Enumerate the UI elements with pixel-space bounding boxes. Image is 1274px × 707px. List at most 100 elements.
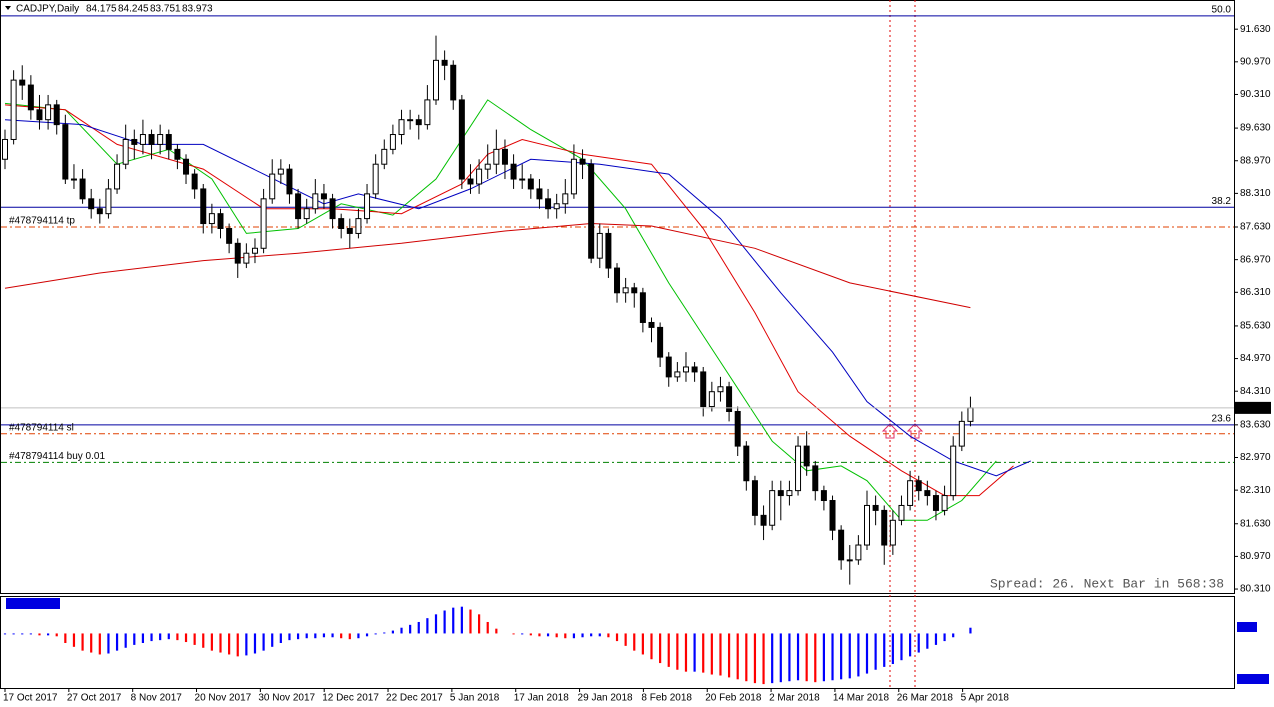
candle-body <box>208 213 215 225</box>
candle-body <box>769 490 776 526</box>
fib-label: 50.0 <box>1212 4 1232 15</box>
candle-body <box>277 168 284 175</box>
candle-body <box>234 242 241 264</box>
y-tick-label: 85.630 <box>1240 321 1271 332</box>
candle-body <box>708 391 715 408</box>
candle-body <box>648 321 655 328</box>
candle-body <box>527 178 534 190</box>
candle-body <box>803 445 810 467</box>
candle-body <box>631 287 638 294</box>
candle-body <box>726 386 733 412</box>
candle-body <box>191 173 198 190</box>
x-tick-label: 27 Oct 2017 <box>67 693 122 704</box>
candle-body <box>881 509 888 546</box>
candle-body <box>139 134 146 145</box>
candle-body <box>553 203 560 210</box>
candle-body <box>967 407 974 422</box>
candle-body <box>441 59 448 66</box>
x-tick-label: 14 Mar 2018 <box>833 693 890 704</box>
candle-body <box>864 504 870 546</box>
x-tick-label: 29 Jan 2018 <box>578 693 633 704</box>
candle-body <box>838 529 845 561</box>
indicator-pane <box>0 596 1235 689</box>
candle-body <box>674 371 681 378</box>
candle-body <box>320 193 327 200</box>
candle-body <box>484 163 491 170</box>
candle-body <box>53 104 60 126</box>
candle-body <box>614 267 621 294</box>
moving-average <box>4 119 1031 477</box>
candle-body <box>476 168 483 185</box>
candle-body <box>105 188 112 215</box>
candle-body <box>760 514 767 526</box>
price-label-box <box>1235 401 1271 414</box>
moving-average <box>4 104 1014 497</box>
candle-body <box>251 247 258 254</box>
indicator-label <box>6 598 60 609</box>
candle-body <box>122 138 129 165</box>
x-tick-label: 26 Mar 2018 <box>897 693 954 704</box>
candle-body <box>389 134 396 150</box>
y-tick-label: 80.970 <box>1240 551 1271 562</box>
x-tick-label: 20 Feb 2018 <box>705 693 762 704</box>
candle-body <box>751 480 758 516</box>
x-tick-label: 17 Oct 2017 <box>3 693 58 704</box>
candle-body <box>717 386 724 393</box>
candle-body <box>200 188 207 225</box>
candle-body <box>45 104 52 121</box>
candle-body <box>846 559 853 562</box>
x-tick-label: 22 Dec 2017 <box>386 693 443 704</box>
candle-body <box>36 109 43 121</box>
candle-body <box>286 168 293 195</box>
candle-body <box>183 158 190 175</box>
candle-body <box>433 59 439 101</box>
candle-body <box>734 410 741 447</box>
candle-body <box>898 504 905 521</box>
candle-body <box>829 500 836 531</box>
indicator-scale-box <box>1237 674 1269 684</box>
indicator-scale-box <box>1237 622 1257 632</box>
candle-body <box>795 445 802 492</box>
candle-body <box>665 356 672 378</box>
candle-body <box>777 490 784 497</box>
menu-arrow[interactable] <box>5 6 11 10</box>
candle-body <box>588 163 595 259</box>
candle-body <box>889 519 896 546</box>
y-tick-label: 82.970 <box>1240 452 1271 463</box>
candle-body <box>165 134 172 150</box>
x-tick-label: 20 Nov 2017 <box>195 693 252 704</box>
price-label: 83.973 <box>1238 403 1269 414</box>
candle-body <box>364 193 371 220</box>
candle-body <box>243 252 250 264</box>
candle-body <box>536 188 543 200</box>
candle-body <box>924 490 931 497</box>
signal-arrow <box>881 423 899 439</box>
candle-body <box>114 163 121 190</box>
candle-body <box>657 326 664 358</box>
candle-body <box>226 227 233 244</box>
candle-body <box>579 158 586 165</box>
candle-body <box>622 287 629 294</box>
y-tick-label: 90.310 <box>1240 89 1271 100</box>
y-tick-label: 81.630 <box>1240 518 1271 529</box>
candle-body <box>605 232 612 269</box>
y-tick-label: 89.630 <box>1240 123 1271 134</box>
candle-body <box>381 148 388 165</box>
quote-open: 84.175 <box>86 4 117 15</box>
y-tick-label: 91.630 <box>1240 24 1271 35</box>
candle-body <box>820 490 827 502</box>
candle-body <box>398 119 405 136</box>
x-tick-label: 5 Apr 2018 <box>961 693 1010 704</box>
candle-body <box>27 84 34 111</box>
fib-label: 23.6 <box>1212 413 1232 424</box>
candle-body <box>260 198 267 249</box>
y-tick-label: 84.970 <box>1240 353 1271 364</box>
candle-body <box>493 148 500 165</box>
quote-low: 83.751 <box>150 4 181 15</box>
y-tick-label: 87.630 <box>1240 222 1271 233</box>
x-tick-label: 8 Nov 2017 <box>131 693 183 704</box>
x-tick-label: 12 Dec 2017 <box>322 693 379 704</box>
candle-body <box>950 445 957 497</box>
symbol: CADJPY,Daily <box>16 4 79 15</box>
